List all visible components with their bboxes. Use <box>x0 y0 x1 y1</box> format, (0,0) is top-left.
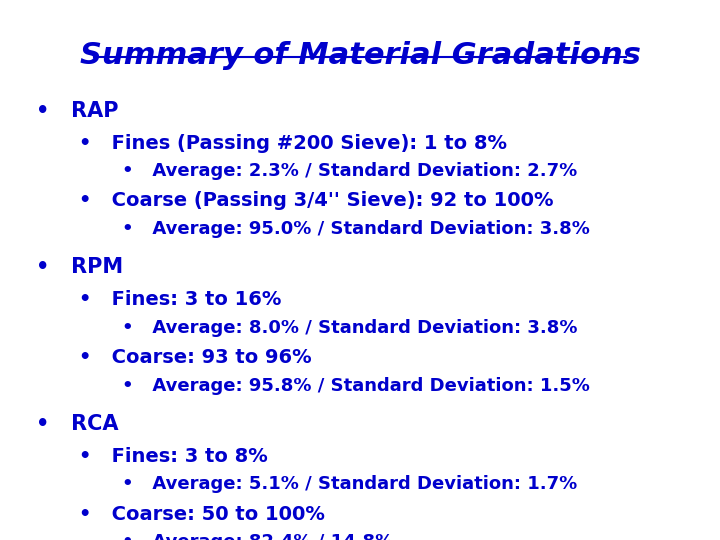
Text: •   Fines: 3 to 8%: • Fines: 3 to 8% <box>79 447 268 466</box>
Text: •   Fines: 3 to 16%: • Fines: 3 to 16% <box>79 290 282 309</box>
Text: •   Fines (Passing #200 Sieve): 1 to 8%: • Fines (Passing #200 Sieve): 1 to 8% <box>79 133 507 153</box>
Text: •   RPM: • RPM <box>36 257 123 278</box>
Text: •   Coarse (Passing 3/4'' Sieve): 92 to 100%: • Coarse (Passing 3/4'' Sieve): 92 to 10… <box>79 191 554 211</box>
Text: Summary of Material Gradations: Summary of Material Gradations <box>80 40 640 70</box>
Text: •   Average: 2.3% / Standard Deviation: 2.7%: • Average: 2.3% / Standard Deviation: 2.… <box>122 162 577 180</box>
Text: •   RAP: • RAP <box>36 100 119 121</box>
Text: •   Coarse: 50 to 100%: • Coarse: 50 to 100% <box>79 504 325 524</box>
Text: •   Average: 5.1% / Standard Deviation: 1.7%: • Average: 5.1% / Standard Deviation: 1.… <box>122 475 577 494</box>
Text: •   RCA: • RCA <box>36 414 119 434</box>
Text: •   Average: 8.0% / Standard Deviation: 3.8%: • Average: 8.0% / Standard Deviation: 3.… <box>122 319 578 337</box>
Text: •   Average: 82.4% / 14.8%: • Average: 82.4% / 14.8% <box>122 533 394 540</box>
Text: •   Coarse: 93 to 96%: • Coarse: 93 to 96% <box>79 348 312 367</box>
Text: •   Average: 95.0% / Standard Deviation: 3.8%: • Average: 95.0% / Standard Deviation: 3… <box>122 220 590 238</box>
Text: •   Average: 95.8% / Standard Deviation: 1.5%: • Average: 95.8% / Standard Deviation: 1… <box>122 376 590 395</box>
